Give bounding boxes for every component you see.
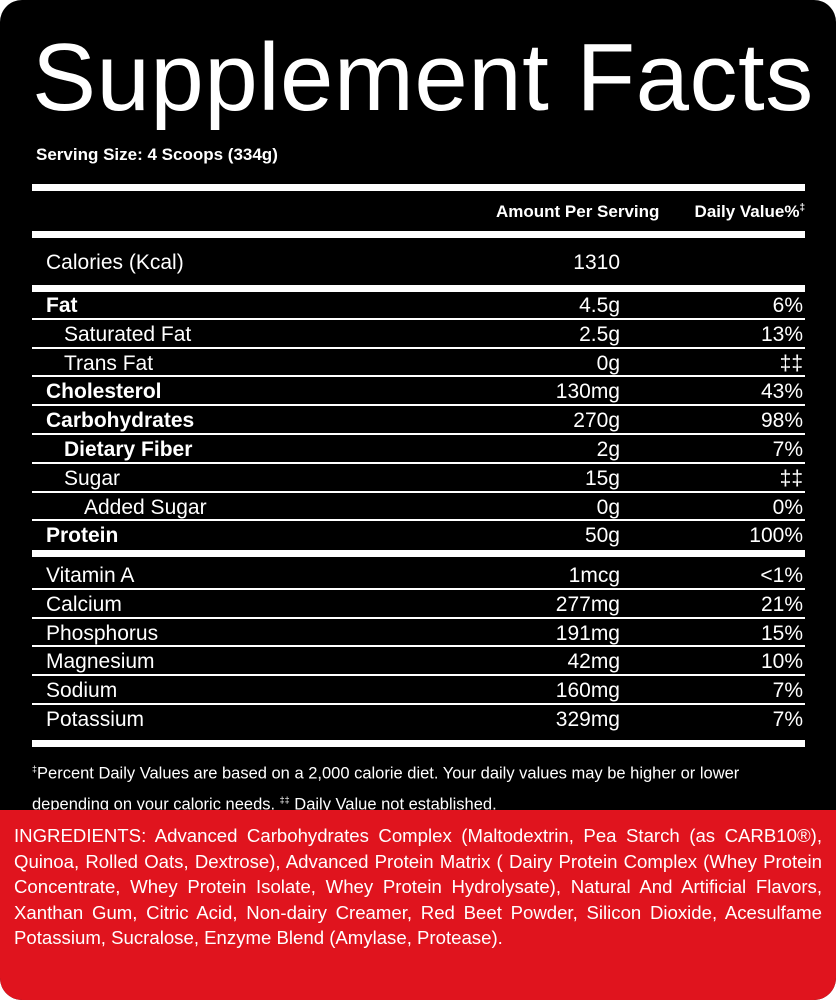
- nutrient-amount: 0g: [596, 495, 620, 519]
- nutrient-amount: 130mg: [555, 380, 620, 404]
- nutrient-name: Added Sugar: [84, 495, 207, 519]
- mineral-row-calcium: Calcium 277mg 21%: [32, 590, 805, 619]
- divider-calories: [32, 285, 805, 292]
- mineral-amount: 191mg: [555, 621, 620, 645]
- nutrient-row-cholesterol: Cholesterol 130mg 43%: [32, 377, 805, 407]
- calories-row: Calories (Kcal) 1310: [32, 248, 805, 277]
- nutrient-name: Carbohydrates: [46, 409, 195, 433]
- nutrient-section: Fat 4.5g 6% Saturated Fat 2.5g 13% Trans…: [32, 291, 805, 550]
- divider-header: [32, 231, 805, 238]
- mineral-dv: 15%: [760, 621, 803, 645]
- nutrient-dv: 7%: [772, 437, 803, 461]
- nutrient-amount: 270g: [573, 409, 620, 433]
- nutrient-dv: 100%: [749, 524, 803, 548]
- nutrient-row-trans-fat: Trans Fat 0g ‡‡: [32, 349, 805, 378]
- nutrient-dv: 0%: [772, 495, 803, 519]
- mineral-row-potassium: Potassium 329mg 7%: [32, 705, 805, 734]
- nutrient-dv: 6%: [772, 294, 803, 317]
- mineral-dv: <1%: [760, 564, 803, 587]
- nutrient-name: Trans Fat: [64, 351, 154, 375]
- mineral-row-phosphorus: Phosphorus 191mg 15%: [32, 619, 805, 648]
- nutrient-dv: 43%: [760, 380, 803, 404]
- nutrient-amount: 2.5g: [579, 322, 620, 346]
- nutrient-row-dietary-fiber: Dietary Fiber 2g 7%: [32, 435, 805, 464]
- nutrient-dv: 13%: [760, 322, 803, 346]
- mineral-amount: 160mg: [555, 679, 620, 703]
- mineral-dv: 21%: [760, 592, 803, 616]
- mineral-name: Phosphorus: [46, 621, 159, 645]
- nutrient-name: Dietary Fiber: [64, 437, 193, 461]
- calories-section: Calories (Kcal) 1310: [32, 248, 805, 277]
- nutrient-row-fat: Fat 4.5g 6%: [32, 291, 805, 320]
- mineral-dv: 7%: [772, 679, 803, 703]
- mineral-name: Calcium: [46, 592, 122, 616]
- nutrient-dv: ‡‡: [779, 466, 803, 490]
- nutrient-dv: ‡‡: [779, 351, 803, 375]
- serving-size: Serving Size: 4 Scoops (334g): [36, 145, 278, 164]
- mineral-amount: 329mg: [555, 707, 620, 731]
- nutrient-name: Protein: [46, 524, 119, 548]
- divider-top: [32, 184, 805, 191]
- mineral-name: Potassium: [46, 707, 145, 731]
- mineral-amount: 1mcg: [568, 564, 620, 587]
- calories-amount: 1310: [573, 251, 620, 274]
- nutrient-amount: 2g: [596, 437, 620, 461]
- nutrient-amount: 15g: [584, 466, 620, 490]
- daily-value-header: Daily Value%‡: [694, 202, 805, 221]
- label-title: Supplement Facts: [32, 24, 814, 131]
- column-header: Amount Per Serving Daily Value%‡: [32, 196, 805, 226]
- divider-protein: [32, 550, 805, 557]
- mineral-name: Sodium: [46, 679, 118, 703]
- mineral-dv: 7%: [772, 707, 803, 731]
- nutrient-row-sugar: Sugar 15g ‡‡: [32, 464, 805, 493]
- nutrient-amount: 50g: [584, 524, 620, 548]
- mineral-amount: 42mg: [567, 650, 620, 674]
- ingredients-text: INGREDIENTS: Advanced Carbohydrates Comp…: [14, 825, 822, 949]
- nutrient-row-added-sugar: Added Sugar 0g 0%: [32, 493, 805, 522]
- nutrient-amount: 4.5g: [579, 294, 620, 317]
- nutrient-name: Fat: [46, 294, 78, 317]
- nutrient-name: Sugar: [64, 466, 121, 490]
- nutrient-row-carbohydrates: Carbohydrates 270g 98%: [32, 406, 805, 435]
- mineral-name: Vitamin A: [46, 564, 135, 587]
- nutrient-row-saturated-fat: Saturated Fat 2.5g 13%: [32, 320, 805, 349]
- ingredients-panel: INGREDIENTS: Advanced Carbohydrates Comp…: [0, 810, 836, 1000]
- nutrient-amount: 0g: [596, 351, 620, 375]
- mineral-row-sodium: Sodium 160mg 7%: [32, 676, 805, 705]
- nutrient-dv: 98%: [760, 409, 803, 433]
- nutrient-row-protein: Protein 50g 100%: [32, 521, 805, 550]
- divider-bottom: [32, 740, 805, 747]
- mineral-dv: 10%: [760, 650, 803, 674]
- nutrient-name: Saturated Fat: [64, 322, 192, 346]
- mineral-name: Magnesium: [46, 650, 155, 674]
- nutrient-name: Cholesterol: [46, 380, 162, 404]
- mineral-section: Vitamin A 1mcg <1% Calcium 277mg 21% Pho…: [32, 561, 805, 734]
- mineral-amount: 277mg: [555, 592, 620, 616]
- mineral-row-vitamin-a: Vitamin A 1mcg <1%: [32, 561, 805, 590]
- daily-value-footnote: ‡Percent Daily Values are based on a 2,0…: [32, 764, 740, 813]
- amount-per-serving-header: Amount Per Serving: [496, 202, 660, 221]
- calories-name: Calories (Kcal): [46, 251, 184, 274]
- mineral-row-magnesium: Magnesium 42mg 10%: [32, 647, 805, 677]
